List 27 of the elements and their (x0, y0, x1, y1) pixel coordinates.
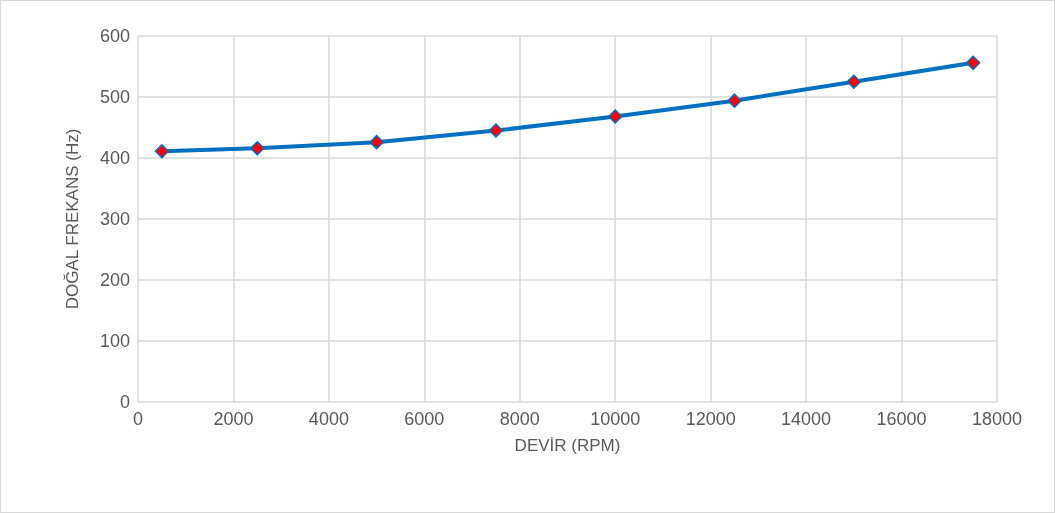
y-tick-label: 300 (99, 209, 130, 229)
x-tick-label: 10000 (590, 409, 641, 429)
x-tick-label: 12000 (685, 409, 736, 429)
x-axis-title: DEVİR (RPM) (514, 436, 621, 455)
x-tick-label: 2000 (213, 409, 254, 429)
point (846, 74, 862, 89)
x-tick-label: 6000 (404, 409, 445, 429)
x-tick-label: 18000 (971, 409, 1023, 429)
x-tick-label: 8000 (499, 409, 540, 429)
y-tick-label: 200 (99, 270, 130, 290)
x-tick-label: 14000 (781, 409, 832, 429)
point (607, 109, 623, 124)
x-tick-label: 16000 (876, 409, 927, 429)
y-axis-title: DOĞAL FREKANS (Hz) (63, 128, 82, 310)
y-tick-label: 600 (99, 26, 130, 46)
y-tick-label: 500 (99, 87, 130, 107)
x-tick-label: 4000 (308, 409, 349, 429)
point (727, 93, 742, 108)
point (488, 123, 504, 138)
point (369, 134, 384, 150)
x-tick-label: 0 (132, 409, 144, 429)
point (250, 140, 265, 156)
y-tick-label: 0 (119, 392, 130, 412)
point (965, 55, 981, 71)
point (154, 144, 170, 159)
y-tick-label: 400 (99, 148, 130, 168)
y-tick-label: 100 (99, 331, 130, 351)
